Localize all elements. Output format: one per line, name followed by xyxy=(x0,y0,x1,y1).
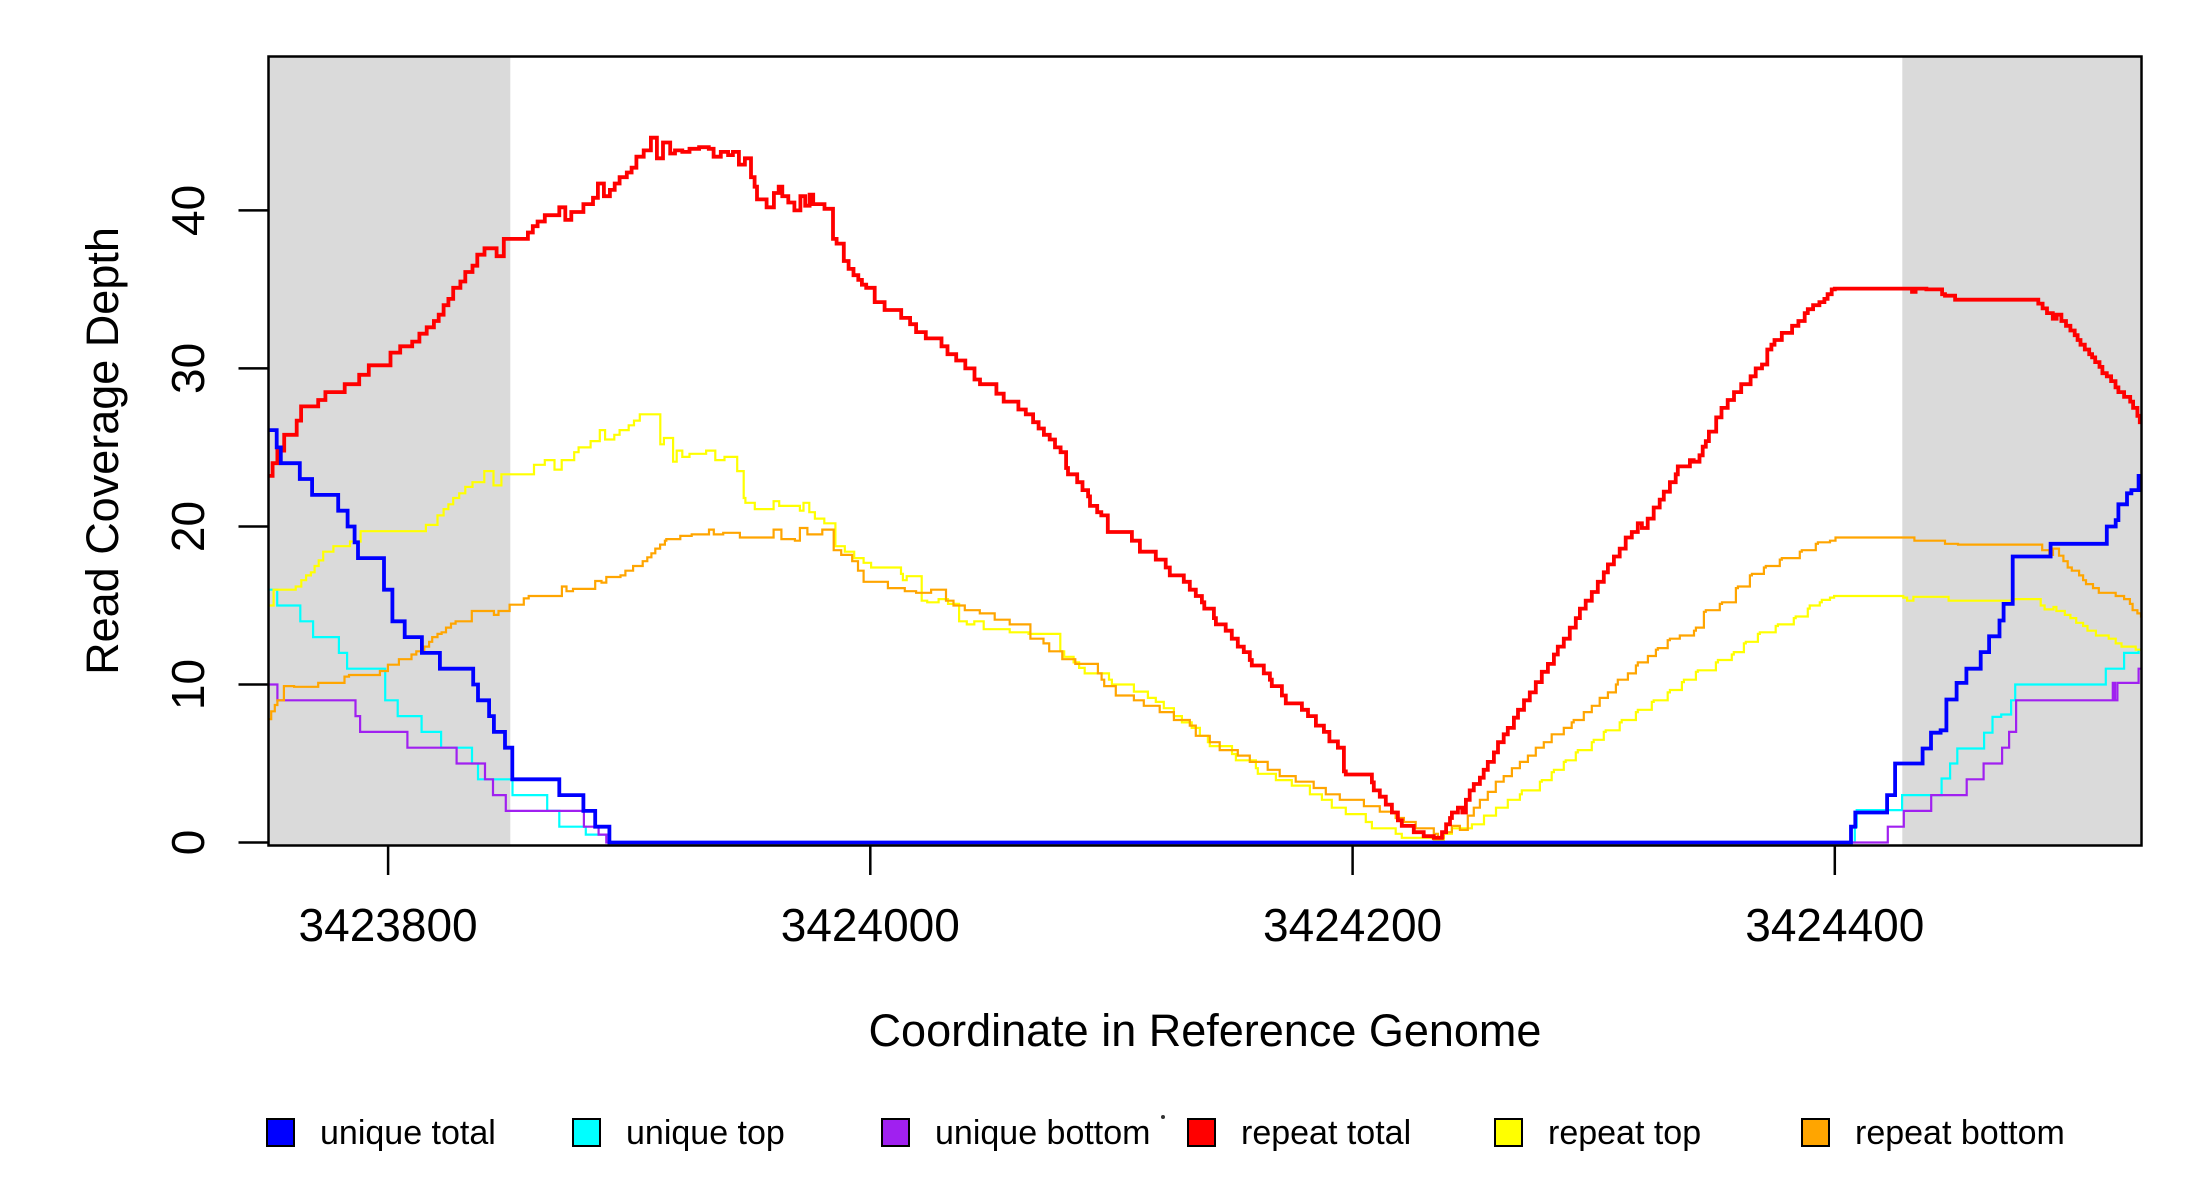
shaded-region-1 xyxy=(1902,57,2141,845)
legend-item-repeat-top: repeat top xyxy=(1494,1114,1701,1152)
series-line-repeat-bottom xyxy=(268,526,2142,839)
y-tick-label-40: 40 xyxy=(162,185,214,236)
x-axis-title: Coordinate in Reference Genome xyxy=(869,1005,1542,1056)
y-tick-label-30: 30 xyxy=(162,343,214,394)
legend-swatch-unique-top xyxy=(572,1118,601,1147)
y-axis-title: Read Coverage Depth xyxy=(77,227,128,675)
legend-label-repeat-bottom: repeat bottom xyxy=(1855,1114,2065,1152)
legend-label-unique-bottom: unique bottom xyxy=(935,1114,1151,1152)
legend-swatch-unique-bottom xyxy=(881,1118,910,1147)
series-line-unique-top xyxy=(268,588,2142,844)
shaded-region-0 xyxy=(268,57,511,845)
legend: unique total unique top unique bottom repea… xyxy=(266,1114,2065,1152)
x-tick-label-3424000: 3424000 xyxy=(781,899,960,951)
y-tick-label-20: 20 xyxy=(162,501,214,552)
x-tick-label-3424200: 3424200 xyxy=(1263,899,1442,951)
legend-item-repeat-total: repeat total xyxy=(1187,1114,1411,1152)
axis-tick-labels: 3423800 3424000 3424200 3424400 0 10 20 30 40 xyxy=(162,185,1924,951)
legend-item-repeat-bottom: repeat bottom xyxy=(1801,1114,2065,1152)
legend-label-unique-total: unique total xyxy=(320,1114,496,1152)
legend-swatch-repeat-total xyxy=(1187,1118,1216,1147)
x-tick-label-3424400: 3424400 xyxy=(1745,899,1924,951)
legend-label-repeat-total: repeat total xyxy=(1241,1114,1411,1152)
legend-item-unique-bottom: unique bottom xyxy=(881,1114,1151,1152)
y-tick-label-10: 10 xyxy=(162,659,214,710)
legend-label-repeat-top: repeat top xyxy=(1548,1114,1701,1152)
series-line-repeat-total xyxy=(268,135,2142,840)
legend-swatch-repeat-bottom xyxy=(1801,1118,1830,1147)
x-tick-label-3423800: 3423800 xyxy=(299,899,478,951)
series-line-repeat-top xyxy=(268,413,2142,842)
plot-border xyxy=(267,55,2143,847)
series-lines xyxy=(268,135,2142,845)
stray-dot xyxy=(1161,1115,1165,1119)
y-tick-label-0: 0 xyxy=(162,830,214,856)
series-line-unique-total xyxy=(268,428,2142,845)
legend-item-unique-top: unique top xyxy=(572,1114,785,1152)
series-line-unique-bottom xyxy=(268,667,2142,844)
shaded-regions xyxy=(268,57,2141,845)
legend-swatch-unique-total xyxy=(266,1118,295,1147)
legend-item-unique-total: unique total xyxy=(266,1114,496,1152)
legend-swatch-repeat-top xyxy=(1494,1118,1523,1147)
axis-ticks xyxy=(238,209,1837,875)
legend-label-unique-top: unique top xyxy=(626,1114,785,1152)
